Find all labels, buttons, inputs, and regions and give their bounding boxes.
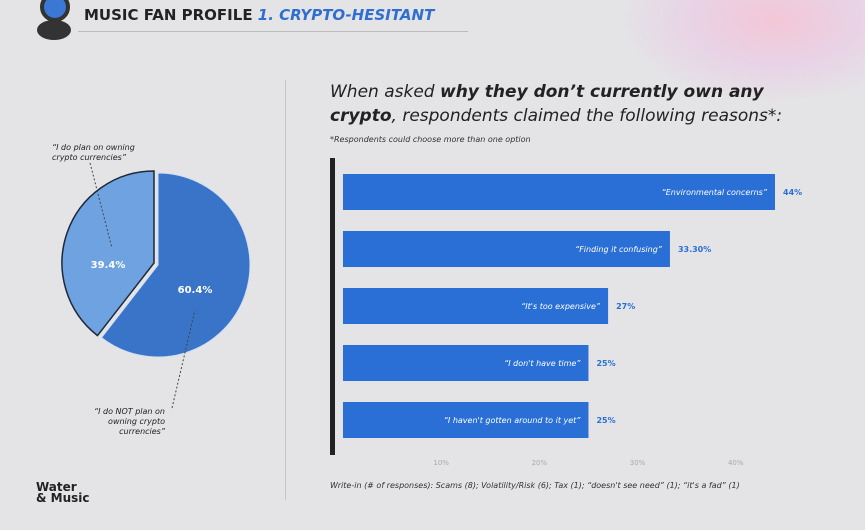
bar	[343, 402, 589, 438]
bar-category-label: “It's too expensive”	[521, 302, 601, 311]
write-in-note: Write-in (# of responses): Scams (8); Vo…	[330, 481, 740, 490]
x-tick-label: 20%	[532, 459, 548, 467]
person-icon-body	[37, 20, 71, 40]
bar-category-label: “I haven't gotten around to it yet”	[444, 416, 582, 425]
bar-category-label: “Environmental concerns”	[662, 188, 768, 197]
pie-label-not-plan: “I do NOT plan on owning crypto currenci…	[93, 407, 165, 436]
bar	[343, 288, 609, 324]
bar-chart-title: When asked why they don’t currently own …	[330, 80, 782, 128]
bar-value-label: 27%	[616, 302, 635, 311]
leader-line-plan	[89, 162, 113, 249]
x-tick-label: 40%	[728, 459, 744, 467]
section-divider	[285, 80, 286, 500]
pie-label-plan: “I do plan on owning crypto currencies”	[52, 143, 135, 162]
bar	[343, 174, 775, 210]
page-title: MUSIC FAN PROFILE 1. CRYPTO-HESITANT	[84, 6, 434, 24]
x-tick-label: 30%	[630, 459, 646, 467]
bar	[343, 345, 589, 381]
bar-category-label: “I don't have time”	[504, 359, 581, 368]
brand-logo: Water & Music	[36, 480, 90, 505]
bar-value-label: 44%	[783, 188, 802, 197]
pie-value-plan: 39.4%	[91, 260, 126, 271]
chart-footnote: *Respondents could choose more than one …	[330, 135, 531, 144]
brand-line: & Music	[36, 491, 90, 505]
bar-value-label: 25%	[596, 416, 615, 425]
header-divider	[78, 31, 468, 32]
bar-value-label: 33.30%	[678, 245, 711, 254]
pie-slice-plan	[61, 170, 155, 337]
title-part-bold: crypto	[330, 106, 392, 126]
brand-line: Water	[36, 480, 77, 494]
leader-line-not-plan	[171, 309, 196, 409]
y-axis-line	[330, 158, 335, 455]
title-accent: 1. CRYPTO-HESITANT	[257, 6, 435, 24]
pie-value-not-plan: 60.4%	[178, 285, 213, 296]
bar-category-label: “Finding it confusing”	[575, 245, 663, 254]
title-part: , respondents claimed the following reas…	[391, 106, 783, 126]
title-part: When asked	[330, 82, 440, 102]
pie-chart: 39.4% 60.4%	[61, 162, 251, 409]
title-text: MUSIC FAN PROFILE	[84, 6, 253, 24]
pie-slice-not-plan	[100, 172, 251, 358]
x-tick-label: 10%	[433, 459, 449, 467]
title-part-bold: why they don’t currently own any	[440, 82, 764, 102]
bar	[343, 231, 670, 267]
bar-value-label: 25%	[596, 359, 615, 368]
